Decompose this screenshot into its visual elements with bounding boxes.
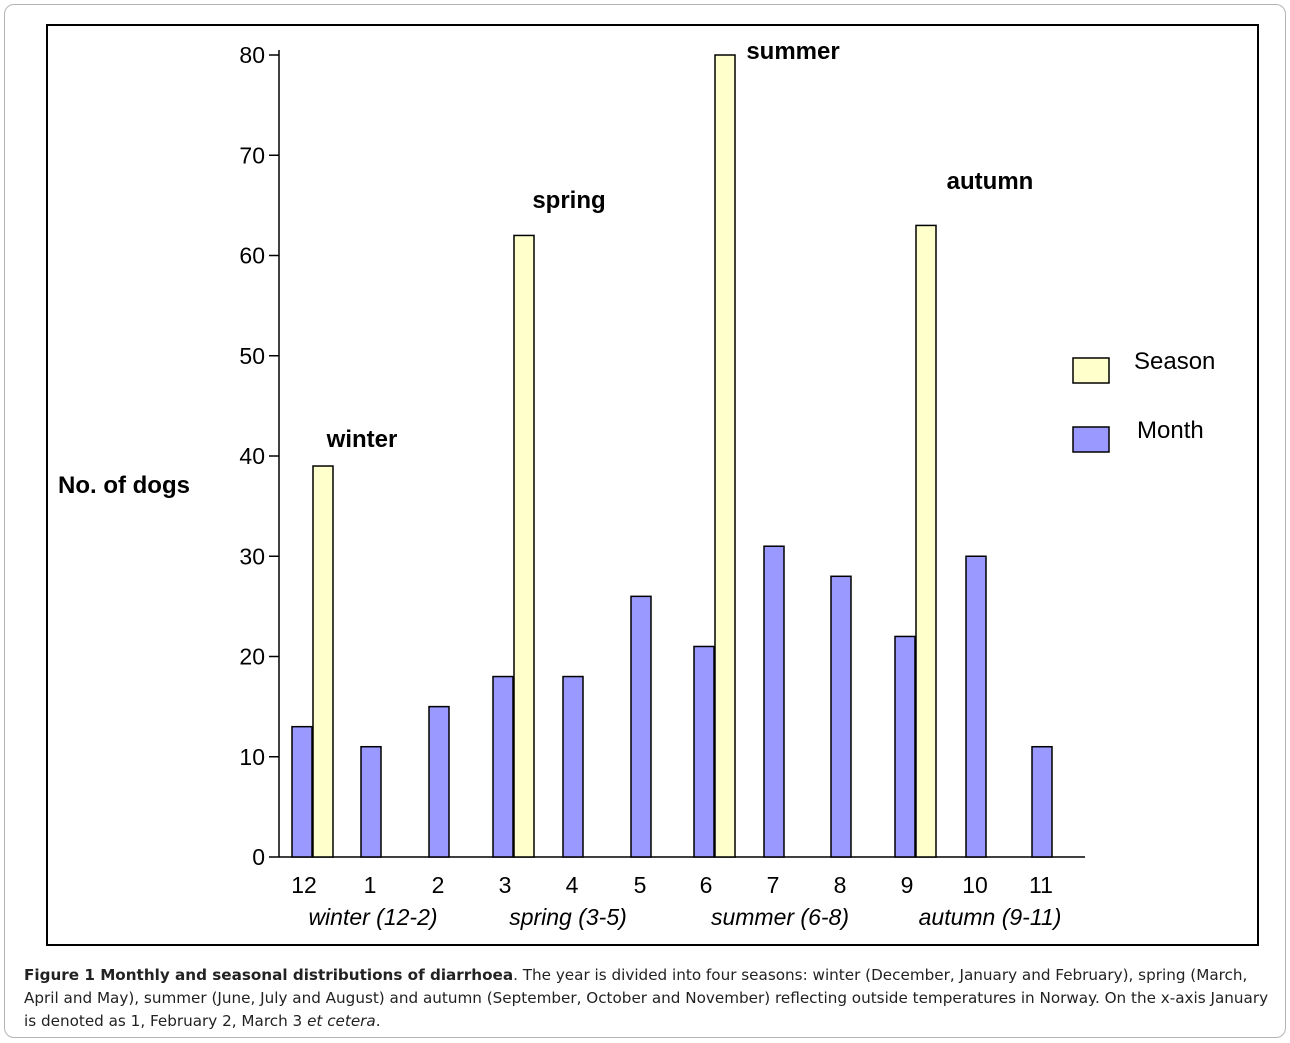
season-group-label: autumn (9-11) (919, 904, 1062, 930)
caption-end: . (375, 1012, 381, 1030)
month-bar (360, 745, 382, 858)
caption-text: . The year is divided into four seasons:… (24, 966, 1269, 1030)
season-label-winter: winter (326, 426, 398, 453)
month-bar (291, 725, 313, 858)
y-tick-label: 10 (239, 744, 265, 770)
x-tick-label: 6 (700, 872, 713, 898)
season-bar (915, 224, 937, 858)
legend: Season Month (1072, 348, 1215, 453)
x-tick-label: 4 (566, 872, 579, 898)
month-bar (830, 575, 852, 858)
x-tick-label: 5 (634, 872, 647, 898)
x-tick-label: 8 (834, 872, 847, 898)
month-bar (693, 645, 715, 858)
y-tick-label: 60 (239, 243, 265, 269)
caption-italic: et cetera (307, 1012, 376, 1030)
month-bar (763, 545, 785, 858)
x-tick-label: 7 (767, 872, 780, 898)
y-tick-label: 30 (239, 543, 265, 569)
y-tick-label: 50 (239, 343, 265, 369)
x-tick-label: 9 (901, 872, 914, 898)
legend-swatch-month (1072, 426, 1110, 453)
labels: winter spring summer autumn (326, 38, 1034, 453)
bars (291, 54, 1053, 858)
y-tick-label: 0 (252, 844, 265, 870)
season-bar (513, 234, 535, 858)
season-label-autumn: autumn (947, 168, 1034, 195)
x-tick-label: 3 (499, 872, 512, 898)
month-bar (1031, 745, 1053, 858)
y-tick-label: 70 (239, 142, 265, 168)
x-tick-label: 10 (962, 872, 988, 898)
legend-swatch-season (1072, 357, 1110, 384)
figure-caption: Figure 1 Monthly and seasonal distributi… (24, 964, 1274, 1033)
month-bar (630, 595, 652, 858)
month-bar (562, 675, 584, 858)
season-label-summer: summer (746, 38, 839, 65)
y-tick-label: 80 (239, 42, 265, 68)
season-group-label: winter (12-2) (308, 904, 437, 930)
season-group-label: spring (3-5) (509, 904, 627, 930)
y-axis-title: No. of dogs (58, 472, 190, 499)
y-tick-label: 40 (239, 443, 265, 469)
x-tick-label: 1 (364, 872, 377, 898)
y-tick-label: 20 (239, 644, 265, 670)
month-bar (428, 705, 450, 858)
x-tick-label: 2 (432, 872, 445, 898)
season-label-spring: spring (532, 187, 605, 214)
x-tick-label: 12 (291, 872, 317, 898)
season-group-label: summer (6-8) (711, 904, 849, 930)
month-bar (965, 555, 987, 858)
chart-panel (46, 24, 1259, 946)
season-bar (714, 54, 736, 858)
figure-frame (4, 4, 1286, 1038)
month-bar (492, 675, 514, 858)
caption-title: Figure 1 Monthly and seasonal distributi… (24, 966, 514, 984)
x-tick-label: 11 (1029, 872, 1053, 898)
legend-label-season: Season (1134, 348, 1215, 375)
month-bar (894, 635, 916, 858)
season-bar (312, 465, 334, 858)
legend-label-month: Month (1137, 417, 1204, 444)
